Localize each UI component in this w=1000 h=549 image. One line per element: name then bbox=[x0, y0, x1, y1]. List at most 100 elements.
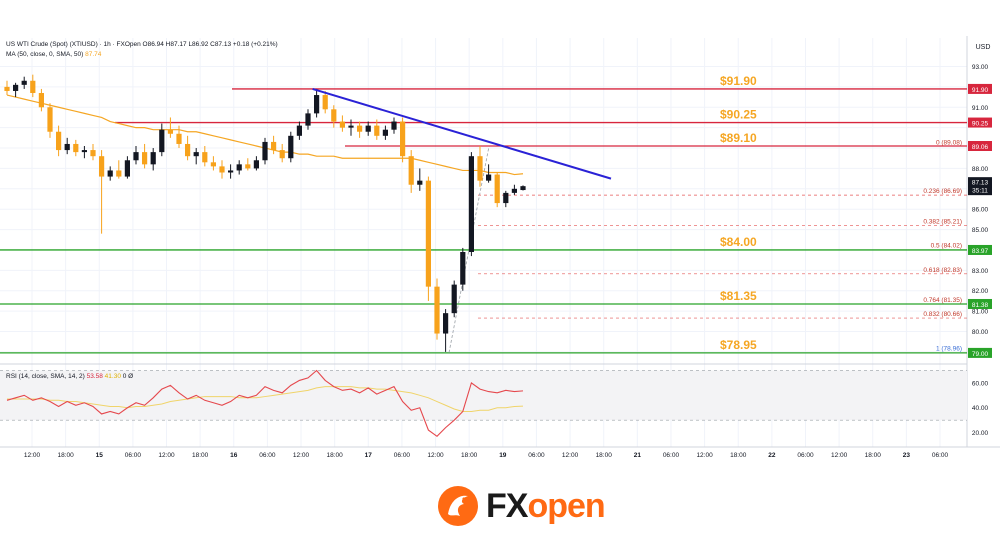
candle-body bbox=[47, 107, 53, 132]
ma-legend[interactable]: MA (50, close, 0, SMA, 50) 87.74 bbox=[6, 51, 101, 58]
rsi-band bbox=[0, 370, 967, 421]
price-tick-label: 86.00 bbox=[972, 207, 989, 214]
candle-body bbox=[434, 286, 440, 334]
price-tick-label: 82.00 bbox=[972, 288, 989, 295]
time-tick-label: 18:00 bbox=[57, 452, 74, 459]
time-tick-label: 18:00 bbox=[596, 452, 613, 459]
rsi-extra: 0 Ø bbox=[122, 373, 134, 380]
price-tick-label: 85.00 bbox=[972, 227, 989, 234]
level-badge-text: 79.00 bbox=[972, 351, 989, 358]
candle-body bbox=[391, 121, 397, 130]
fib-label: 0.5 (84.02) bbox=[931, 243, 962, 250]
candle-body bbox=[56, 131, 62, 151]
time-tick-label: 15 bbox=[96, 452, 104, 459]
dragon-icon bbox=[438, 486, 478, 526]
current-price-badge bbox=[968, 177, 992, 196]
time-tick-label: 06:00 bbox=[125, 452, 142, 459]
trendline-line bbox=[312, 87, 612, 180]
candle-body bbox=[486, 174, 492, 181]
candle-body bbox=[245, 164, 251, 169]
time-tick-label: 06:00 bbox=[932, 452, 949, 459]
rsi-line bbox=[6, 369, 524, 438]
candle-body bbox=[331, 109, 337, 122]
time-tick-label: 12:00 bbox=[427, 452, 444, 459]
candle-body bbox=[322, 95, 328, 110]
candle-body bbox=[425, 180, 431, 287]
logo-open: open bbox=[527, 486, 605, 525]
candle-body bbox=[185, 143, 191, 157]
time-tick-label: 18:00 bbox=[865, 452, 882, 459]
chart-legend-title: US WTI Crude (Spot) (XTIUSD) · 1h · FXOp… bbox=[6, 41, 278, 48]
candle-body bbox=[159, 129, 165, 153]
fib-label: 0.382 (85.21) bbox=[923, 218, 962, 225]
price-tick-label: 91.00 bbox=[972, 105, 989, 112]
candle-body bbox=[73, 143, 79, 153]
symbol-title: US WTI Crude (Spot) (XTIUSD) · 1h · FXOp… bbox=[6, 41, 141, 48]
price-tick-label: 81.00 bbox=[972, 309, 989, 316]
candle-body bbox=[314, 95, 320, 114]
time-tick-label: 06:00 bbox=[259, 452, 276, 459]
candle-body bbox=[13, 84, 19, 91]
candle-body bbox=[468, 156, 474, 252]
level-badge-text: 81.38 bbox=[972, 302, 989, 309]
time-tick-label: 12:00 bbox=[562, 452, 579, 459]
fib-label: 0.832 (80.66) bbox=[923, 311, 962, 318]
time-tick-label: 18:00 bbox=[461, 452, 478, 459]
time-tick-label: 12:00 bbox=[696, 452, 713, 459]
ohlc-readout: O86.94 H87.17 L86.92 C87.13 +0.18 (+0.21… bbox=[142, 41, 278, 48]
level-badge-text: 83.97 bbox=[972, 248, 989, 255]
trendline[interactable] bbox=[312, 87, 612, 180]
fib-label: 0.618 (82.83) bbox=[923, 267, 962, 274]
horizontal-levels: $91.90 $90.25 $89.10 $84.00 $81.35 $78.95 bbox=[0, 74, 967, 354]
candle-body bbox=[210, 162, 216, 167]
candle-body bbox=[382, 129, 388, 136]
price-tick-label: 83.00 bbox=[972, 268, 989, 275]
rsi-value: 53.58 bbox=[86, 373, 103, 380]
candle-body bbox=[21, 80, 27, 85]
rsi-ma-line bbox=[7, 386, 524, 412]
candle-body bbox=[305, 113, 311, 126]
candle-body bbox=[339, 121, 345, 128]
candle-body bbox=[511, 188, 517, 193]
fib-label: 0 (89.08) bbox=[936, 139, 962, 146]
current-price-text: 87.13 bbox=[972, 180, 989, 187]
candle-body bbox=[99, 156, 105, 177]
time-axis[interactable]: 12:00 18:00 15 06:00 12:00 18:00 16 06:00 12:00 1… bbox=[24, 452, 949, 459]
price-tick-label: 93.00 bbox=[972, 64, 989, 71]
candle-body bbox=[477, 156, 483, 181]
rsi-ma-value: 41.30 bbox=[104, 373, 121, 380]
candle-body bbox=[236, 164, 242, 171]
time-tick-label: 06:00 bbox=[797, 452, 814, 459]
candle-body bbox=[202, 152, 208, 163]
candle-body bbox=[30, 80, 36, 93]
time-tick-label: 06:00 bbox=[528, 452, 545, 459]
ma-label: MA (50, close, 0, SMA, 50) bbox=[6, 51, 84, 58]
level-badge bbox=[968, 83, 992, 94]
candle-body bbox=[279, 150, 285, 159]
candle-body bbox=[296, 125, 302, 136]
candle-body bbox=[253, 160, 259, 169]
candle-body bbox=[150, 152, 156, 165]
candle-body bbox=[494, 174, 500, 204]
price-tick-label: 80.00 bbox=[972, 329, 989, 336]
price-axis[interactable]: 91.90 90.25 89.06 83.97 81.38 79.00 87.1335:11… bbox=[968, 44, 992, 437]
candle-body bbox=[133, 152, 139, 161]
candle-body bbox=[408, 156, 414, 185]
level-label: $89.10 bbox=[720, 131, 757, 145]
candle-body bbox=[365, 125, 371, 132]
rsi-legend[interactable]: RSI (14, close, SMA, 14, 2) 53.58 41.30 … bbox=[6, 373, 133, 380]
level-label: $81.35 bbox=[720, 289, 757, 303]
time-tick-label: 12:00 bbox=[831, 452, 848, 459]
level-label: $90.25 bbox=[720, 108, 757, 122]
rsi-tick-label: 40.00 bbox=[972, 405, 989, 412]
level-badge bbox=[968, 347, 992, 358]
level-label: $84.00 bbox=[720, 235, 757, 249]
candle-body bbox=[124, 160, 130, 177]
countdown-text: 35:11 bbox=[972, 188, 988, 195]
time-tick-label: 06:00 bbox=[394, 452, 411, 459]
time-tick-label: 18:00 bbox=[730, 452, 747, 459]
candle-body bbox=[107, 170, 113, 177]
time-tick-label: 12:00 bbox=[158, 452, 175, 459]
candle-body bbox=[357, 125, 363, 132]
